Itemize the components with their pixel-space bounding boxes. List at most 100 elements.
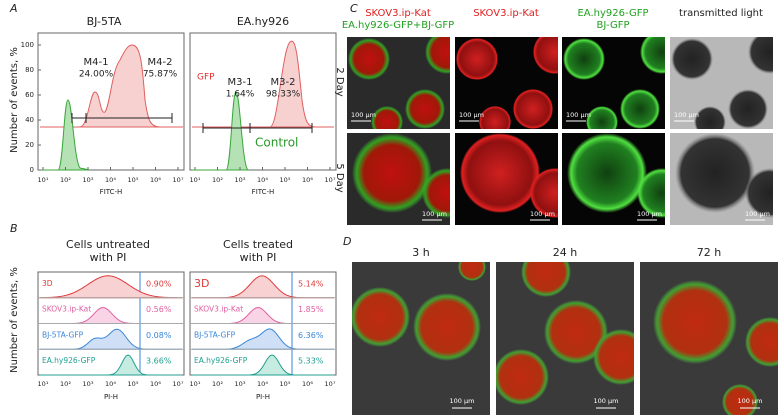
micrograph (670, 133, 773, 225)
row-label: 5 Day (334, 163, 345, 192)
spheroid (728, 89, 768, 129)
row-label: 3D (194, 277, 209, 290)
x-tick-label: 10³ (235, 176, 246, 184)
row-percent: 3.66% (146, 357, 172, 366)
scale-label: 100 µm (637, 210, 662, 218)
x-tick-label: 10⁵ (128, 380, 139, 388)
histogram (39, 275, 183, 299)
gate-percent: 24.00% (79, 70, 114, 80)
scale-label: 100 µm (674, 111, 699, 119)
plot-title: with PI (240, 251, 277, 264)
scale-label: 100 µm (594, 397, 619, 405)
plot-title: EA.hy926 (237, 15, 289, 28)
micrograph (455, 37, 558, 129)
spheroid (640, 37, 665, 74)
time-label: 3 h (412, 246, 429, 259)
x-tick-label: 10³ (83, 380, 94, 388)
scale-label: 100 µm (459, 111, 484, 119)
x-tick-label: 10⁴ (105, 176, 116, 184)
x-tick-label: 10⁶ (302, 380, 313, 388)
panel-label: D (343, 235, 351, 248)
micrograph (670, 37, 773, 129)
micrograph (352, 262, 490, 415)
x-tick-label: 10⁷ (173, 176, 184, 184)
spheroid (671, 38, 713, 80)
gate-percent: 75.87% (143, 70, 178, 80)
histogram (192, 354, 334, 376)
column-header: SKOV3.ip-Kat (365, 8, 431, 19)
histogram (192, 91, 250, 171)
scale-label: 100 µm (351, 111, 376, 119)
y-tick-label: 0 (30, 166, 34, 174)
plot-title: with PI (90, 251, 127, 264)
row-percent: 0.08% (146, 331, 172, 340)
y-axis-label: Number of events, % (9, 47, 20, 153)
micrograph (347, 37, 450, 129)
row-label: SKOV3.ip-Kat (42, 305, 91, 314)
histogram (40, 44, 183, 128)
y-tick-label: 80 (25, 66, 34, 74)
spheroid (745, 168, 773, 218)
gate-percent: 98.33% (266, 90, 301, 100)
spheroid (745, 317, 778, 367)
row-label: SKOV3.ip-Kat (194, 305, 243, 314)
micrograph (640, 262, 778, 415)
spheroid (425, 37, 450, 74)
row-label: 2 Day (334, 67, 345, 96)
x-tick-label: 10⁵ (280, 380, 291, 388)
row-percent: 5.14% (298, 279, 324, 288)
spheroid (620, 89, 660, 129)
histogram (40, 354, 182, 376)
x-tick-label: 10⁶ (150, 380, 161, 388)
row-percent: 0.56% (146, 305, 172, 314)
gate-name: M3-2 (271, 77, 296, 88)
panel-label: B (10, 222, 18, 235)
x-axis-label: PI-H (256, 393, 270, 401)
plot-title: BJ-5TA (87, 15, 122, 28)
row-label: BJ-5TA-GFP (42, 330, 84, 339)
spheroid (637, 168, 665, 218)
spheroid (413, 293, 481, 361)
spheroid (422, 168, 450, 218)
x-tick-label: 10³ (83, 176, 94, 184)
x-tick-label: 10⁷ (325, 176, 336, 184)
x-tick-label: 10² (60, 380, 71, 388)
gate-name: M3-1 (228, 77, 253, 88)
spheroid (352, 133, 432, 213)
row-label: EA.hy926-GFP (42, 356, 96, 365)
histogram (192, 40, 334, 128)
row-percent: 1.85% (298, 305, 324, 314)
y-tick-label: 60 (25, 91, 34, 99)
column-header: SKOV3.ip-Kat (473, 8, 539, 19)
spheroid (352, 287, 410, 347)
scale-label: 100 µm (745, 210, 770, 218)
x-tick-label: 10⁵ (280, 176, 291, 184)
panel-label: C (350, 2, 358, 15)
column-header: transmitted light (679, 8, 763, 19)
x-tick-label: 10¹ (190, 380, 201, 388)
spheroid (456, 38, 498, 80)
micrograph (562, 37, 665, 129)
spheroid (371, 106, 403, 129)
x-tick-label: 10⁴ (257, 380, 268, 388)
spheroid (496, 349, 549, 405)
spheroid (479, 106, 511, 129)
micrograph (496, 262, 634, 415)
spheroid (653, 280, 737, 364)
x-tick-label: 10⁴ (105, 380, 116, 388)
time-label: 24 h (553, 246, 577, 259)
plot-title: Cells untreated (66, 238, 150, 251)
scale-label: 100 µm (738, 397, 763, 405)
spheroid (544, 300, 608, 364)
spheroid (348, 38, 390, 80)
row-percent: 5.33% (298, 357, 324, 366)
spheroid (521, 262, 571, 297)
spheroid (567, 133, 647, 213)
y-axis-label: Number of events, % (9, 267, 20, 373)
row-label: BJ-5TA-GFP (194, 330, 236, 339)
panel-label: A (9, 2, 18, 15)
row-label: 3D (42, 279, 53, 288)
plot-title: Cells treated (223, 238, 293, 251)
spheroid (748, 37, 773, 74)
spheroid (530, 168, 558, 218)
